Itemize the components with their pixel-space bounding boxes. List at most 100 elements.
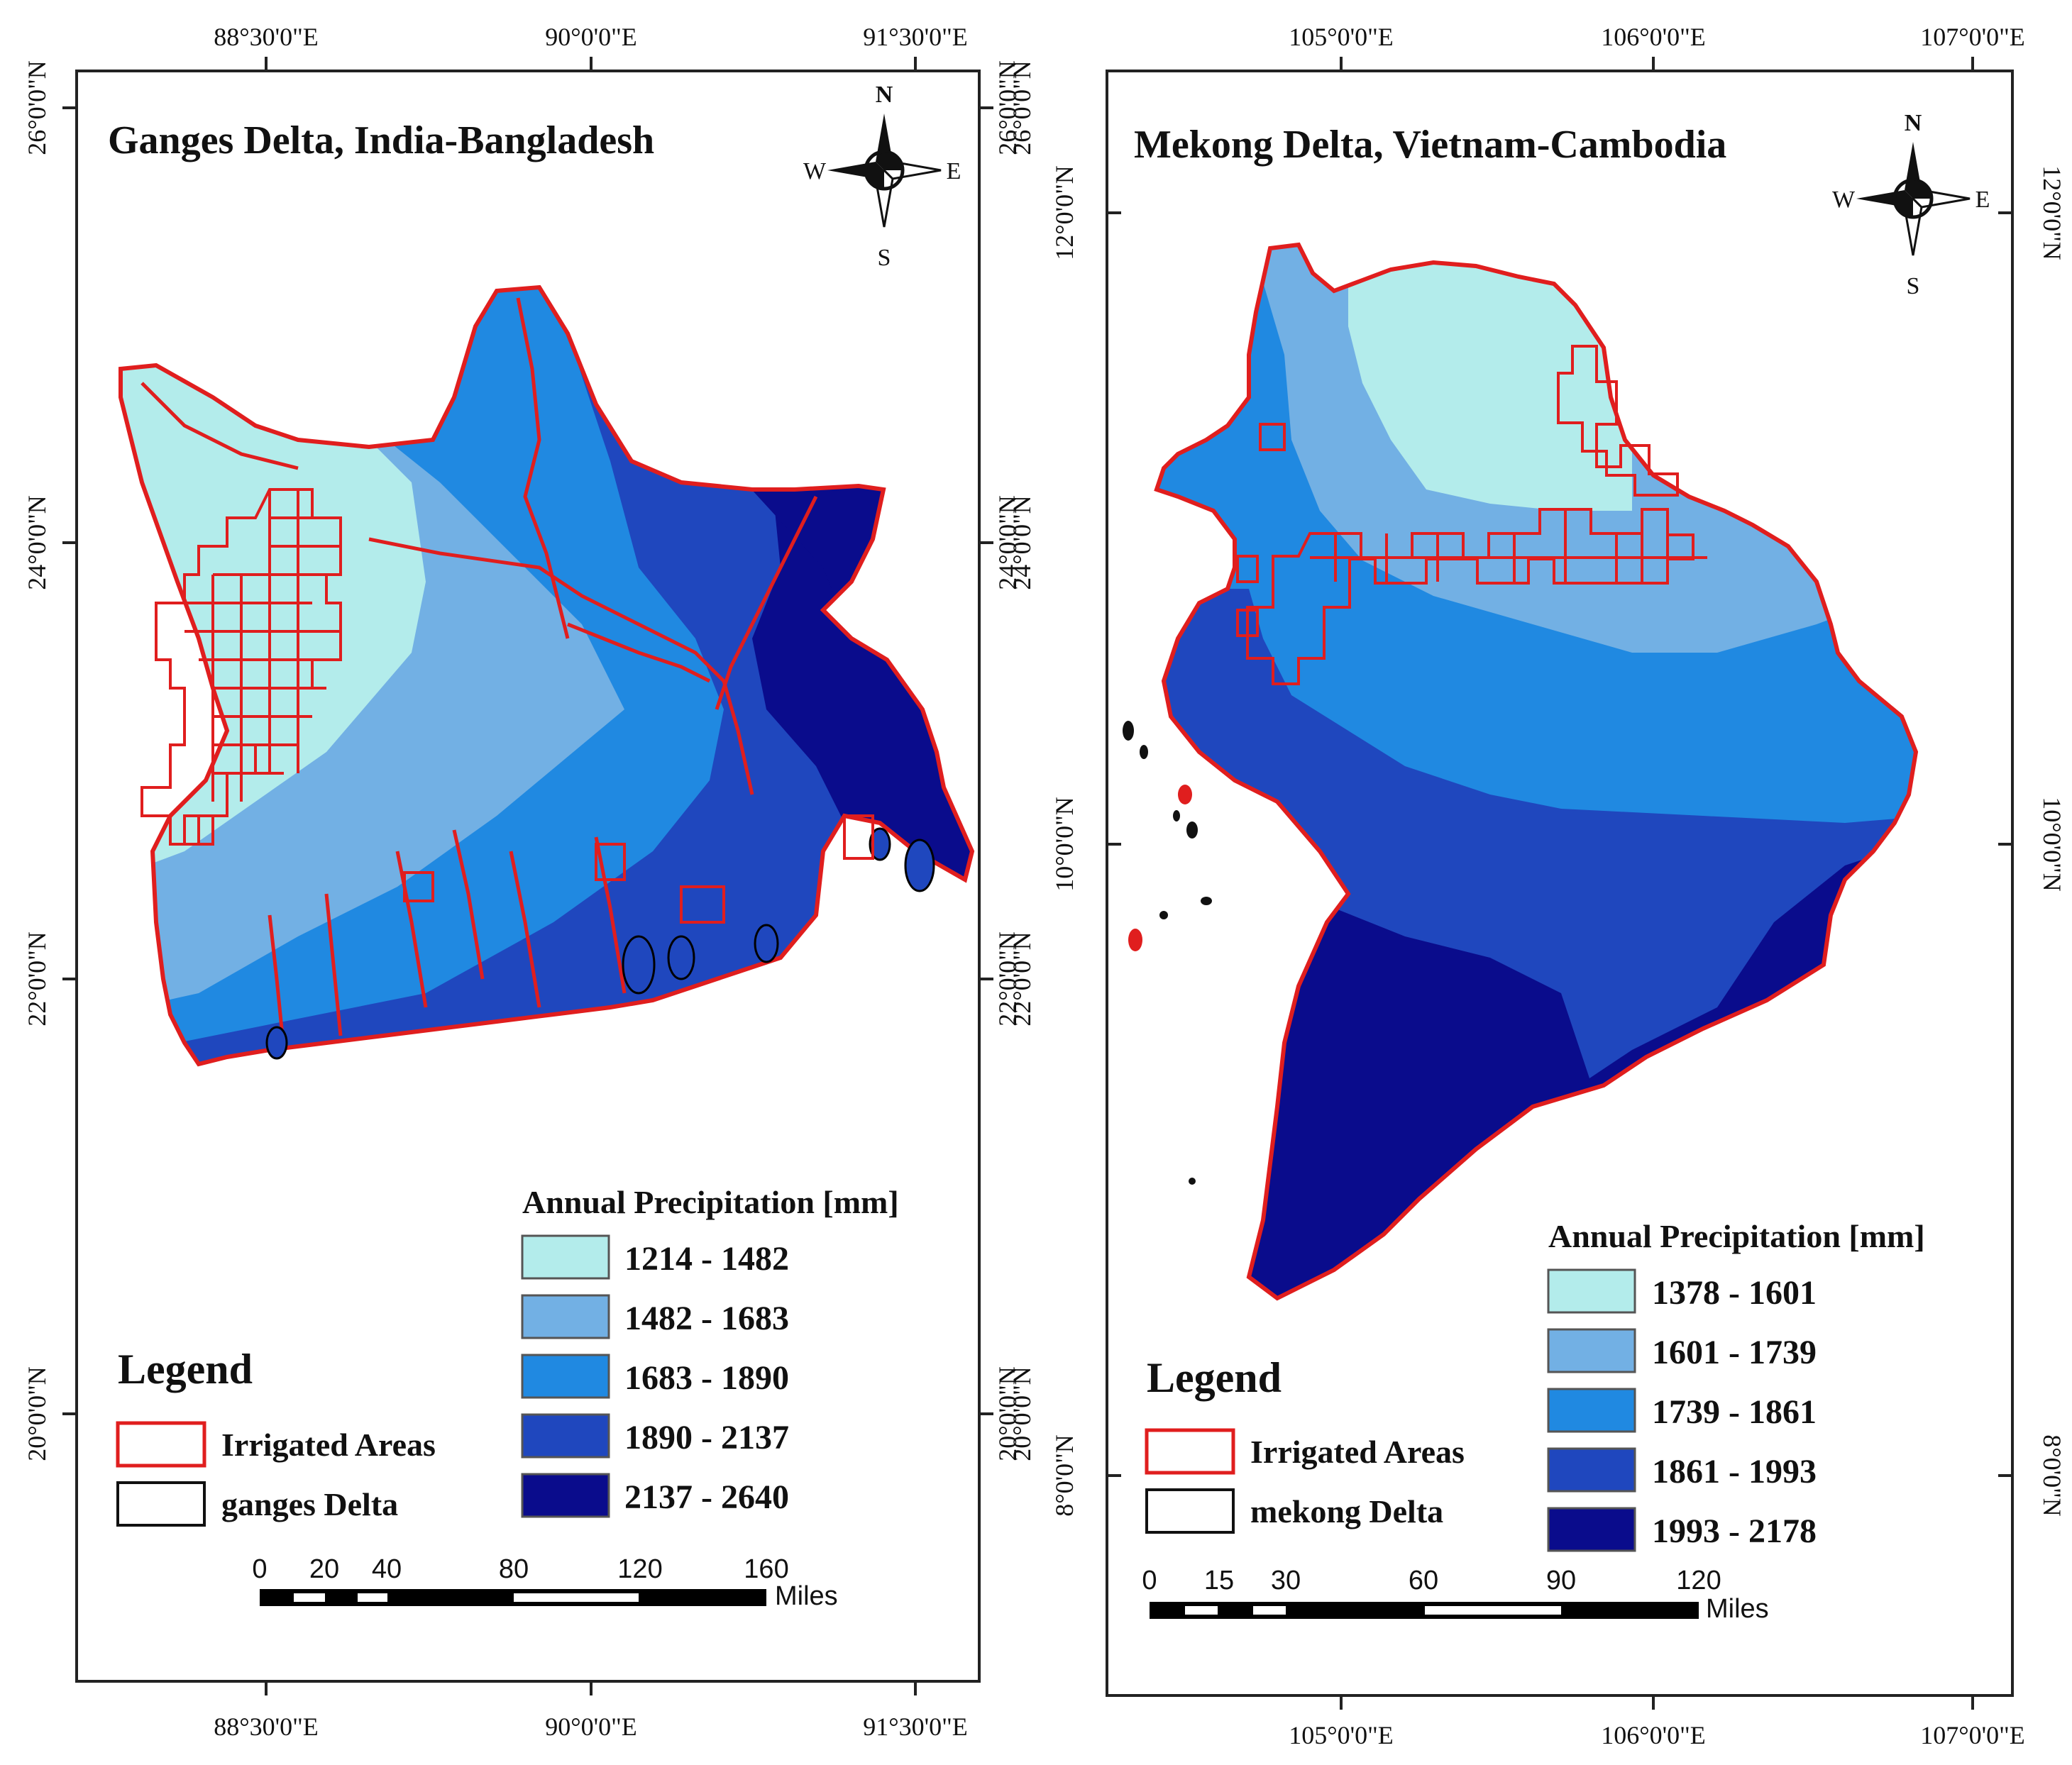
mekong-legend-irrigated-label: Irrigated Areas <box>1250 1434 1465 1470</box>
ganges-scale-label-20: 20 <box>309 1554 339 1584</box>
mekong-left-tick-2: 24°0'0"N <box>1008 495 1036 590</box>
ganges-compass-north: N <box>876 82 893 108</box>
mekong-class-swatch-5 <box>1547 1507 1636 1552</box>
mekong-irrigated-cells <box>1236 345 1707 685</box>
mekong-left-tick-3: 22°0'0"N <box>1008 931 1036 1027</box>
mekong-legend-irrigated-swatch <box>1145 1428 1235 1475</box>
mekong-top-tick-2: 106°0'0"E <box>1601 23 1706 51</box>
ganges-scale-unit: Miles <box>775 1581 838 1611</box>
mekong-right-tick-3: 8°0'0"N <box>2038 1434 2066 1517</box>
ganges-irrigated-cells <box>140 488 874 924</box>
ganges-left-tick-3: 22°0'0"N <box>23 931 51 1027</box>
mekong-legend-delta-label: mekong Delta <box>1250 1493 1443 1529</box>
ganges-scale-label-40: 40 <box>372 1554 402 1584</box>
mekong-bottom-tick-1: 105°0'0"E <box>1289 1721 1394 1749</box>
mekong-legend-delta-swatch <box>1145 1488 1235 1534</box>
mekong-scale-label-90: 90 <box>1546 1566 1576 1595</box>
ganges-class-label-5: 2137 - 2640 <box>624 1478 789 1516</box>
mekong-map-panel: 105°0'0"E 106°0'0"E 107°0'0"E 105°0'0"E … <box>1008 23 2066 1749</box>
ganges-legend-irrigated-label: Irrigated Areas <box>221 1427 436 1463</box>
ganges-left-tick-1: 26°0'0"N <box>23 60 51 155</box>
mekong-scale-unit: Miles <box>1706 1594 1769 1624</box>
ganges-legend-delta-label: ganges Delta <box>221 1486 398 1522</box>
mekong-precip-title: Annual Precipitation [mm] <box>1548 1218 1925 1254</box>
ganges-right-tick-4: 20°0'0"N <box>993 1366 1022 1461</box>
ganges-frame-ticks <box>62 57 993 1695</box>
mekong-compass-east: E <box>1975 187 1990 213</box>
mekong-map-title: Mekong Delta, Vietnam-Cambodia <box>1134 123 1726 167</box>
ganges-class-swatch-5 <box>521 1473 610 1518</box>
ganges-legend-title: Legend <box>118 1346 253 1393</box>
ganges-bottom-tick-2: 90°0'0"E <box>545 1713 637 1741</box>
mekong-scale-bar <box>1150 1602 1699 1619</box>
ganges-top-tick-2: 90°0'0"E <box>545 23 637 51</box>
mekong-left-tick-1: 26°0'0"N <box>1008 60 1036 155</box>
mekong-delta-outline <box>1154 242 1919 1301</box>
mekong-precip-legend <box>1547 1268 1636 1552</box>
ganges-scale-label-120: 120 <box>617 1554 662 1584</box>
mekong-scale-label-15: 15 <box>1204 1566 1234 1595</box>
ganges-precip-legend <box>521 1234 610 1518</box>
mekong-class-label-1: 1378 - 1601 <box>1652 1274 1817 1312</box>
mekong-class-swatch-3 <box>1547 1388 1636 1433</box>
mekong-scale-label-0: 0 <box>1142 1566 1157 1595</box>
mekong-coastal-islands <box>1123 721 1212 1185</box>
ganges-top-tick-1: 88°30'0"E <box>214 23 319 51</box>
ganges-class-swatch-4 <box>521 1413 610 1459</box>
ganges-class-label-4: 1890 - 2137 <box>624 1419 789 1456</box>
mekong-red-islands <box>1128 785 1192 951</box>
mekong-inner-left-tick-2: 10°0'0"N <box>1050 797 1079 892</box>
mekong-class-label-5: 1993 - 2178 <box>1652 1512 1817 1550</box>
ganges-class-label-1: 1214 - 1482 <box>624 1240 789 1278</box>
mekong-inner-left-tick-3: 8°0'0"N <box>1050 1434 1079 1517</box>
ganges-scale-label-0: 0 <box>252 1554 267 1584</box>
mekong-compass-west: W <box>1832 187 1856 213</box>
mekong-top-tick-1: 105°0'0"E <box>1289 23 1394 51</box>
ganges-scale-label-80: 80 <box>499 1554 529 1584</box>
ganges-right-tick-1: 26°0'0"N <box>993 60 1022 155</box>
ganges-right-tick-2: 24°0'0"N <box>993 495 1022 590</box>
ganges-right-tick-3: 22°0'0"N <box>993 931 1022 1027</box>
mekong-scale-label-30: 30 <box>1271 1566 1301 1595</box>
mekong-class-swatch-2 <box>1547 1328 1636 1373</box>
ganges-map-title: Ganges Delta, India-Bangladesh <box>108 118 654 162</box>
ganges-compass-south: S <box>878 245 891 271</box>
ganges-compass-east: E <box>947 158 961 184</box>
ganges-class-swatch-2 <box>521 1294 610 1339</box>
ganges-compass-west: W <box>803 158 827 184</box>
mekong-class-swatch-1 <box>1547 1268 1636 1314</box>
mekong-scale-label-60: 60 <box>1409 1566 1438 1595</box>
ganges-compass-rose: N S E W <box>803 82 961 271</box>
ganges-delta-outline <box>119 284 975 1067</box>
ganges-left-tick-2: 24°0'0"N <box>23 495 51 590</box>
mekong-bottom-tick-2: 106°0'0"E <box>1601 1721 1706 1749</box>
mekong-compass-north: N <box>1905 110 1922 136</box>
ganges-scale-bar <box>260 1589 766 1606</box>
mekong-inner-left-tick-1: 12°0'0"N <box>1050 165 1079 260</box>
mekong-class-label-2: 1601 - 1739 <box>1652 1334 1817 1371</box>
ganges-legend-irrigated-swatch <box>116 1421 206 1468</box>
mekong-class-swatch-4 <box>1547 1447 1636 1493</box>
ganges-class-label-3: 1683 - 1890 <box>624 1359 789 1397</box>
mekong-compass-south: S <box>1907 273 1920 299</box>
ganges-class-swatch-1 <box>521 1234 610 1280</box>
mekong-left-tick-4: 20°0'0"N <box>1008 1366 1036 1461</box>
mekong-compass-rose: N S E W <box>1832 110 1990 299</box>
ganges-scale-label-160: 160 <box>744 1554 788 1584</box>
ganges-legend-delta-swatch <box>116 1481 206 1527</box>
ganges-bottom-tick-3: 91°30'0"E <box>863 1713 968 1741</box>
ganges-class-swatch-3 <box>521 1354 610 1399</box>
mekong-top-tick-3: 107°0'0"E <box>1920 23 2025 51</box>
mekong-class-label-3: 1739 - 1861 <box>1652 1393 1817 1431</box>
ganges-bottom-tick-1: 88°30'0"E <box>214 1713 319 1741</box>
mekong-frame-ticks <box>1107 57 2012 1710</box>
mekong-legend-title: Legend <box>1147 1354 1282 1401</box>
ganges-class-label-2: 1482 - 1683 <box>624 1300 789 1337</box>
ganges-map-panel: 88°30'0"E 90°0'0"E 91°30'0"E 88°30'0"E 9… <box>23 23 1022 1741</box>
ganges-left-tick-4: 20°0'0"N <box>23 1366 51 1461</box>
mekong-scale-label-120: 120 <box>1676 1566 1721 1595</box>
mekong-class-label-4: 1861 - 1993 <box>1652 1453 1817 1490</box>
mekong-bottom-tick-3: 107°0'0"E <box>1920 1721 2025 1749</box>
ganges-top-tick-3: 91°30'0"E <box>863 23 968 51</box>
